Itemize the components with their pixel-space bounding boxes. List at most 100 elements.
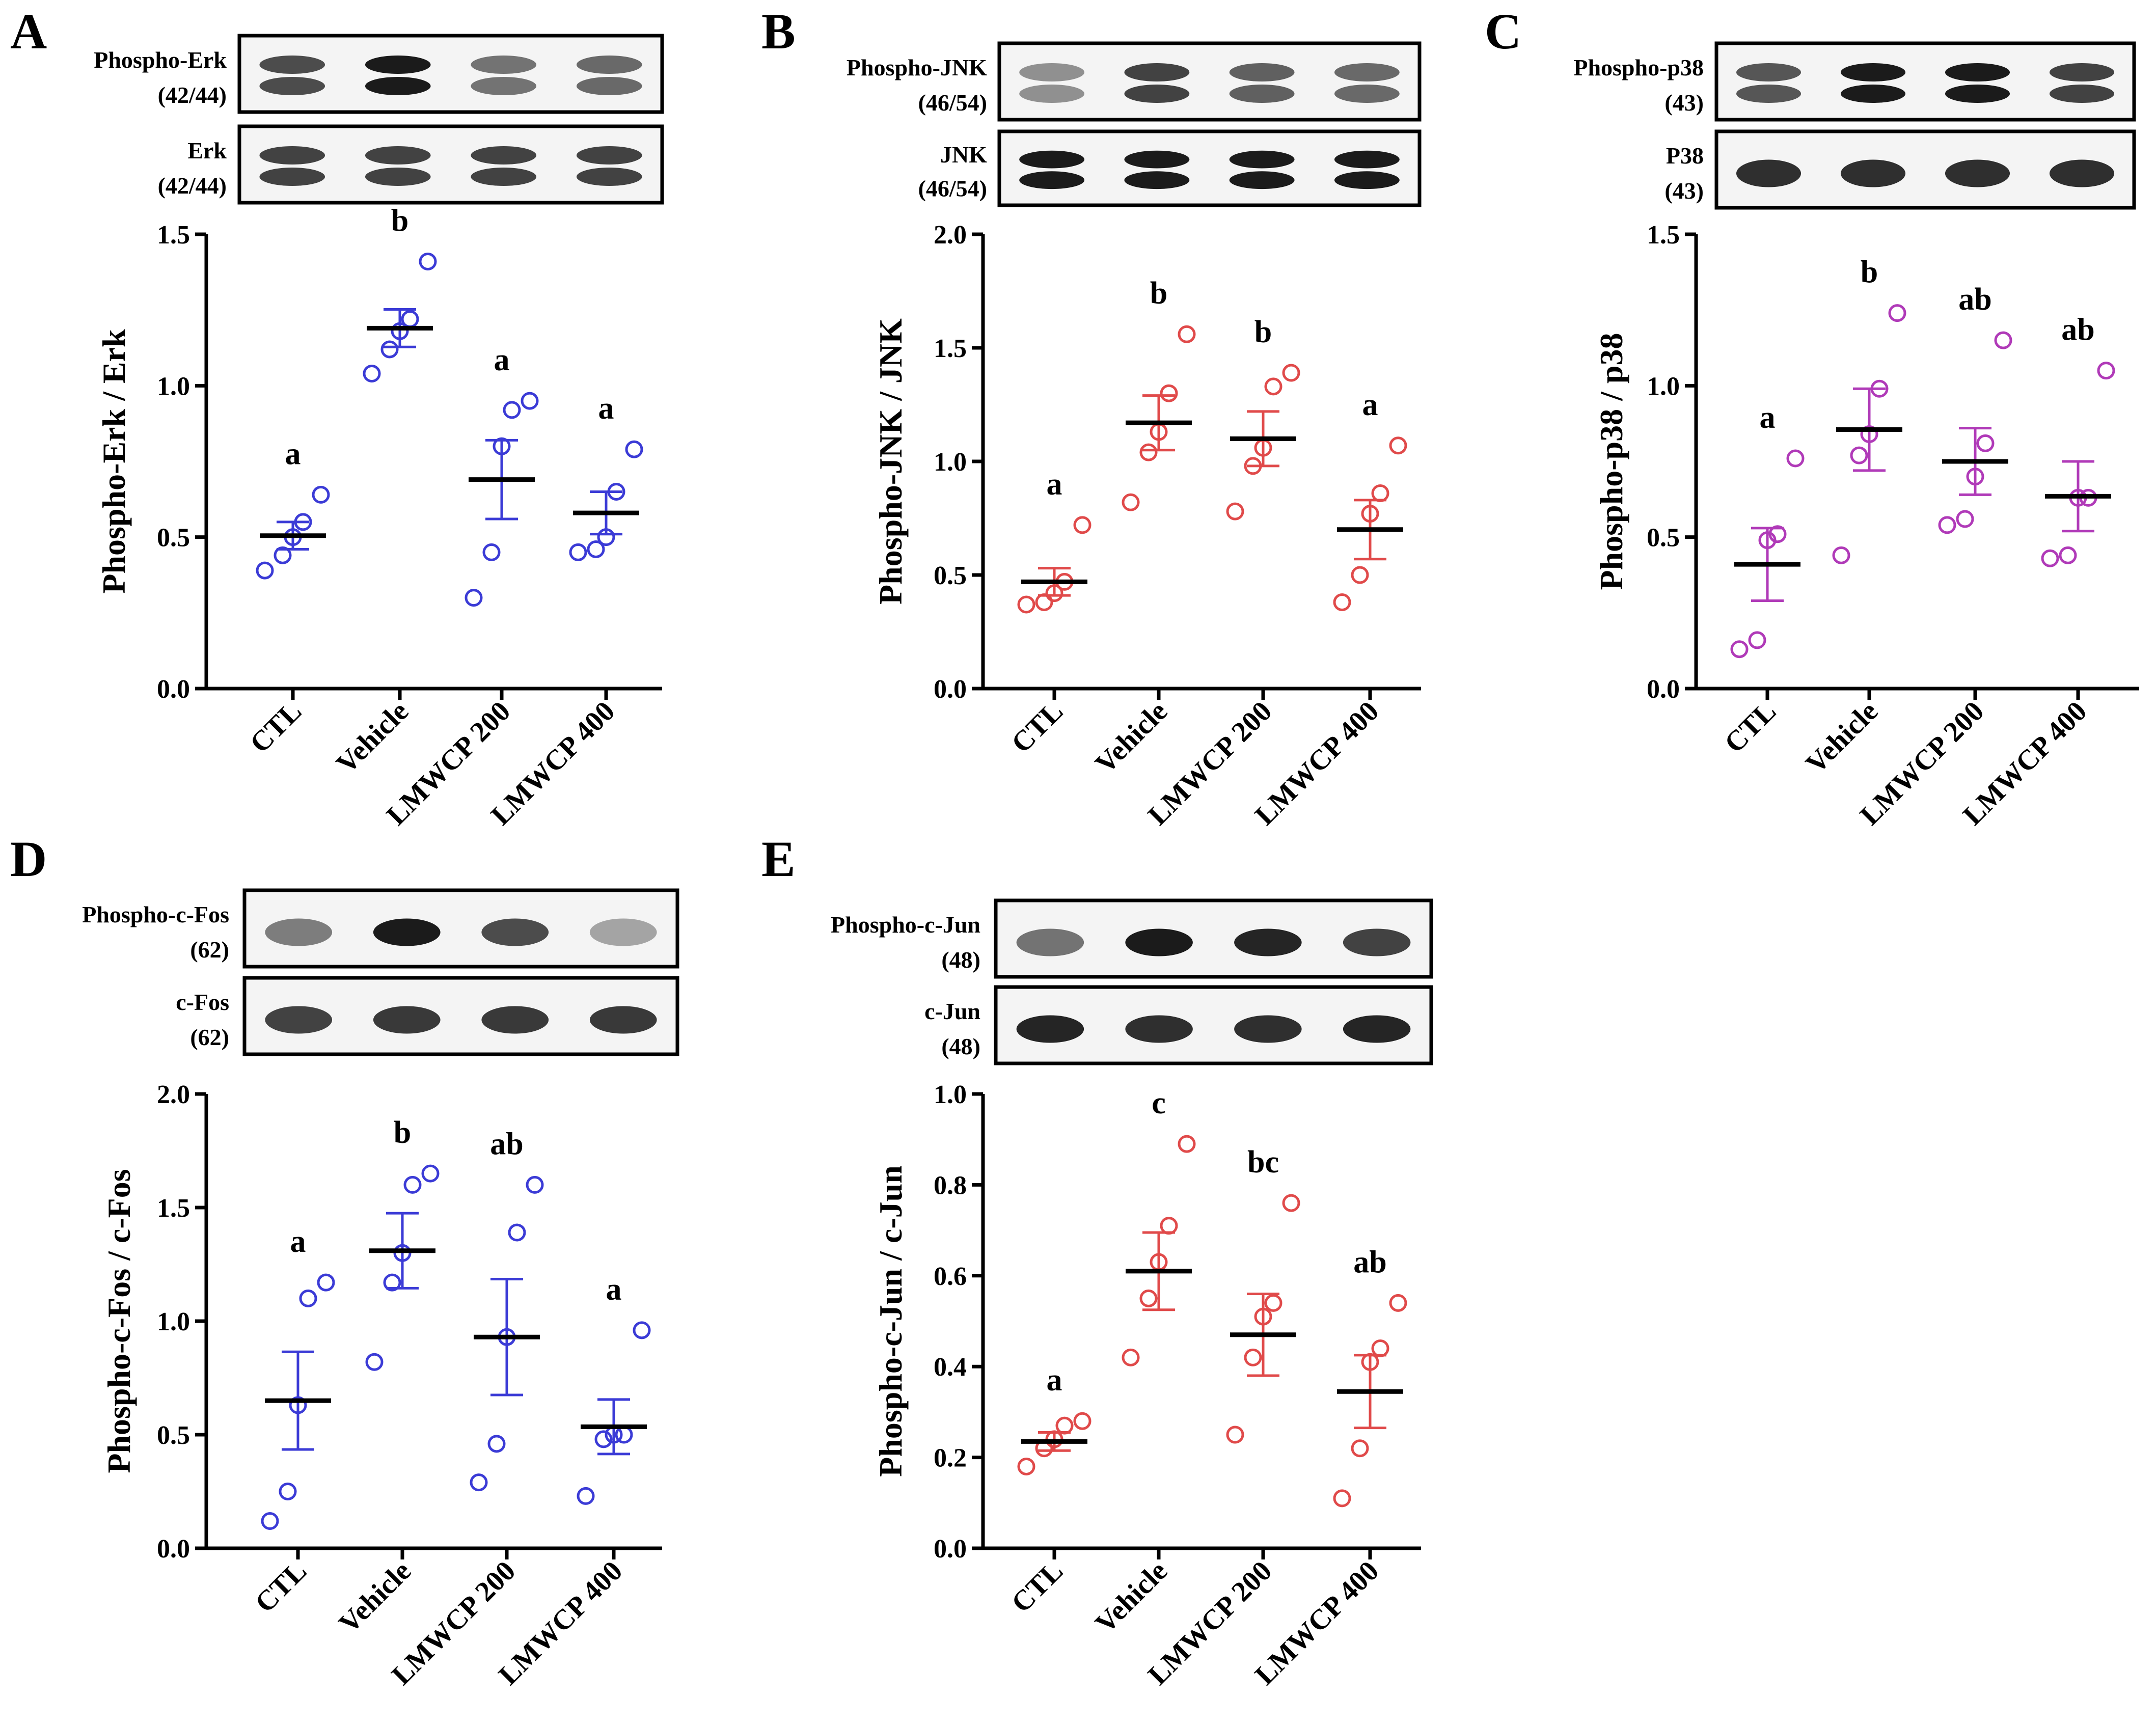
significance-letter: b: [1861, 255, 1878, 290]
data-point: [1017, 595, 1035, 614]
panel-letter-b: B: [761, 3, 796, 60]
blot-band: [1124, 85, 1190, 103]
blot-band: [265, 918, 333, 946]
data-point: [380, 340, 399, 359]
blot-band: [589, 1006, 657, 1034]
blot-band: [1945, 159, 2010, 187]
data-point: [1786, 449, 1805, 468]
significance-letter: a: [1362, 388, 1378, 422]
data-point: [521, 392, 539, 410]
data-point: [470, 1473, 488, 1492]
panel-c: C Phospho-p38 (43) P38 (43) 0.0 0.5 1.0 1.5 Phosp…: [1485, 3, 2139, 831]
category-label: Vehicle: [1089, 695, 1174, 780]
western-blot-e-1: Phospho-c-Jun (48): [831, 898, 1433, 979]
blot-band: [1124, 150, 1190, 169]
y-tick-label: 0.0: [157, 1535, 190, 1564]
data-point: [2041, 549, 2059, 567]
category-label: CTL: [1005, 695, 1069, 759]
data-point: [383, 1273, 401, 1292]
blot-band: [259, 146, 325, 165]
data-point: [2059, 546, 2077, 564]
blot-band: [1016, 1015, 1084, 1043]
y-tick-label: 0.4: [934, 1353, 967, 1382]
blot-band: [1019, 63, 1085, 81]
significance-letter: a: [290, 1224, 306, 1259]
blot-band: [1125, 928, 1193, 956]
data-point: [1351, 1439, 1369, 1458]
significance-letter: a: [1047, 467, 1062, 502]
blot-band: [1840, 85, 1906, 103]
significance-letter: b: [1150, 276, 1167, 311]
data-point: [1244, 1348, 1262, 1366]
western-blot-a-2: Erk (42/44): [158, 124, 664, 205]
data-point: [526, 1175, 544, 1194]
data-point: [1122, 493, 1140, 511]
data-point: [1178, 325, 1196, 343]
data-point: [1226, 502, 1244, 521]
data-point: [1850, 446, 1868, 464]
y-tick-label: 0.0: [934, 1535, 967, 1564]
western-blot-b-1: Phospho-JNK (46/54): [847, 41, 1422, 122]
significance-letter: bc: [1247, 1145, 1279, 1180]
data-point: [363, 365, 381, 383]
data-point: [625, 440, 643, 458]
western-blot-b-2: JNK (46/54): [918, 129, 1422, 207]
significance-letter: b: [1254, 315, 1272, 349]
blot-label-c-2: P38: [1666, 143, 1704, 169]
data-point: [1888, 304, 1906, 322]
data-point: [1832, 546, 1850, 564]
y-tick-label: 2.0: [934, 221, 967, 250]
blot-label-a-1: Phospho-Erk: [94, 47, 227, 73]
blot-band: [1234, 928, 1302, 956]
data-point: [1371, 484, 1389, 502]
data-point: [587, 540, 605, 558]
blot-band: [365, 168, 431, 186]
blot-band: [1736, 63, 1802, 81]
data-point: [1282, 364, 1300, 382]
blot-band: [1125, 1015, 1193, 1043]
data-point: [1956, 510, 1974, 528]
data-point: [1264, 1294, 1282, 1312]
data-point: [1073, 1412, 1091, 1430]
category-label: Vehicle: [331, 695, 415, 780]
data-point: [1122, 1348, 1140, 1366]
y-tick-label: 0.5: [157, 1421, 190, 1450]
blot-band: [481, 918, 549, 946]
western-blot-d-2: c-Fos (62): [176, 976, 679, 1056]
y-tick-label: 0.0: [1647, 675, 1680, 704]
blot-band: [1019, 85, 1085, 103]
data-point: [1073, 516, 1091, 534]
data-point: [503, 401, 521, 419]
panel-e: E Phospho-c-Jun (48) c-Jun (48) 0.0 0.2 0.4 0.6 0…: [761, 831, 1433, 1691]
significance-letter: ab: [1353, 1245, 1386, 1279]
significance-letter: ab: [1958, 282, 1991, 317]
data-point: [615, 1426, 633, 1444]
blot-band: [1234, 1015, 1302, 1043]
blot-band: [589, 918, 657, 946]
panel-letter-d: D: [10, 831, 47, 887]
panel-letter-e: E: [761, 831, 796, 887]
blot-band: [259, 77, 325, 95]
y-tick-label: 0.5: [934, 561, 967, 590]
data-point: [1035, 593, 1053, 612]
data-point: [508, 1223, 526, 1242]
data-point: [569, 543, 587, 561]
blot-band: [373, 1006, 441, 1034]
data-point: [421, 1164, 440, 1183]
data-point: [1389, 436, 1407, 455]
significance-letter: b: [391, 204, 408, 238]
blot-band: [1229, 171, 1295, 189]
western-blot-a-1: Phospho-Erk (42/44): [94, 34, 664, 114]
blot-band: [365, 56, 431, 74]
category-label: CTL: [1718, 695, 1782, 759]
data-point: [1226, 1426, 1244, 1444]
y-tick-label: 0.5: [157, 524, 190, 553]
data-point: [274, 546, 292, 564]
blot-band: [1343, 1015, 1411, 1043]
data-point: [261, 1512, 279, 1530]
data-point: [1333, 1489, 1351, 1508]
blot-band: [1124, 171, 1190, 189]
blot-size-b-2: (46/54): [918, 176, 987, 202]
y-tick-label: 0.8: [934, 1171, 967, 1200]
category-label: CTL: [244, 695, 308, 759]
